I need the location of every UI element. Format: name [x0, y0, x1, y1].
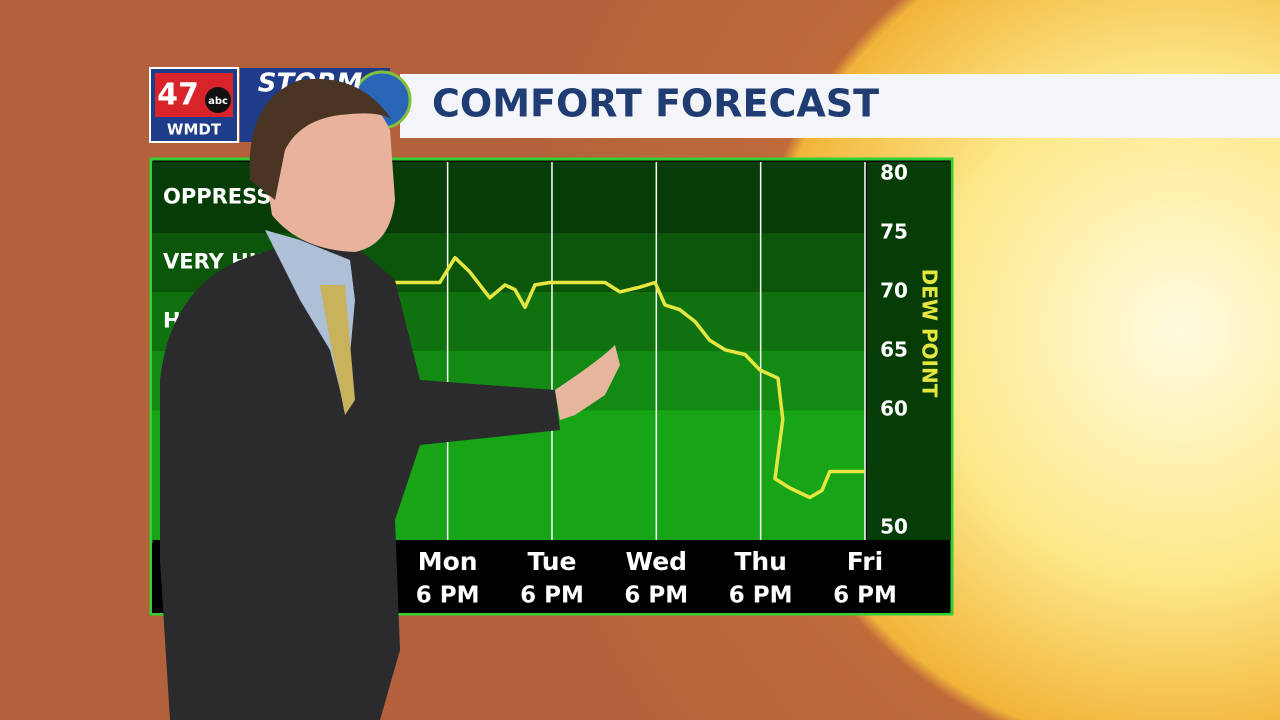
y-tick-label: 70 [880, 278, 908, 302]
presenter [160, 78, 620, 720]
x-tick-label: Thu [734, 547, 787, 576]
x-tick-sublabel: 6 PM [624, 583, 688, 609]
x-tick-sublabel: 6 PM [833, 583, 897, 609]
logo-number: 47 [157, 78, 199, 113]
chart-title: COMFORT FORECAST [432, 82, 879, 126]
x-tick-label: Mon [418, 547, 478, 576]
x-tick-sublabel: 6 PM [416, 583, 480, 609]
x-tick-sublabel: 6 PM [729, 583, 793, 609]
abc-logo: abc [208, 96, 228, 107]
x-tick-sublabel: 6 PM [520, 583, 584, 609]
callsign: WMDT [167, 121, 222, 139]
x-tick-label: Tue [527, 547, 576, 576]
x-tick-label: Fri [847, 547, 883, 576]
y-tick-label: 60 [880, 397, 908, 421]
y-axis-label: DEW POINT [918, 269, 942, 398]
y-tick-label: 75 [880, 219, 908, 243]
abc-circle [205, 87, 231, 113]
y-tick-label: 50 [880, 515, 908, 539]
x-tick-label: Wed [626, 547, 688, 576]
y-axis-strip [867, 162, 951, 540]
title-bar [400, 74, 1280, 138]
dew-point-line [346, 255, 865, 500]
y-tick-label: 65 [880, 338, 908, 362]
y-tick-label: 80 [880, 160, 908, 184]
